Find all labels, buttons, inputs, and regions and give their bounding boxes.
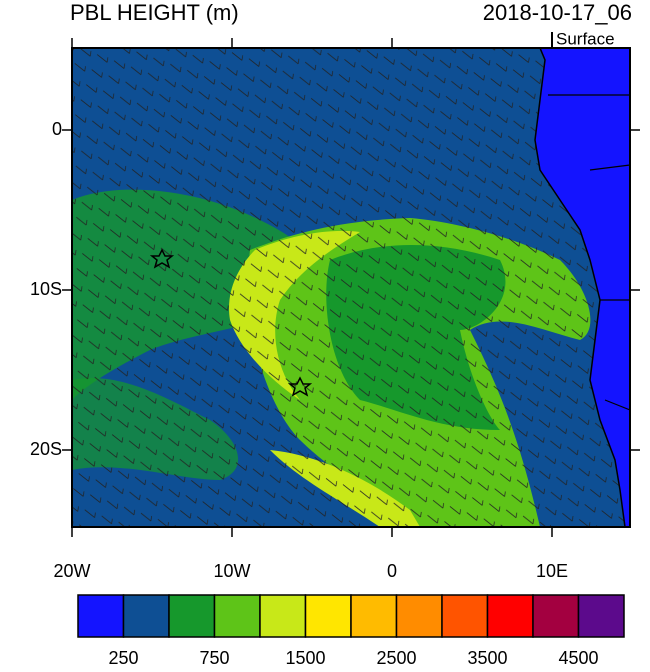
lon-label: 10E [536,561,568,581]
star-marker [287,376,313,397]
date: 2018-10-17_06 [483,0,632,25]
map-field [72,48,630,527]
colorbar-box [441,594,489,638]
colorbar-box [213,594,261,638]
colorbar-label: 250 [108,648,138,667]
colorbar-label: 4500 [558,648,598,667]
lon-label: 10W [213,561,250,581]
colorbar-box [168,594,216,638]
borders [548,94,630,411]
colorbar-label: 3500 [467,648,507,667]
colorbar-box [304,594,352,638]
title: PBL HEIGHT (m) [70,0,239,25]
lat-label: 20S [30,439,62,459]
level-label: Surface [556,29,615,48]
lat-label: 10S [30,279,62,299]
colorbar-box [122,594,170,638]
colorbar-box [577,594,625,638]
colorbar-box [395,594,443,638]
colorbar-label: 2500 [376,648,416,667]
colorbar-box [77,594,125,638]
colorbar-box [350,594,398,638]
colorbar-box [532,594,580,638]
colorbar-box [486,594,534,638]
lon-label: 0 [387,561,397,581]
colorbar-label: 750 [199,648,229,667]
map-frame [71,47,631,528]
colorbar-label: 1500 [285,648,325,667]
colorbar-box [259,594,307,638]
star-marker [149,248,175,269]
lat-label: 0 [52,119,62,139]
lon-label: 20W [53,561,90,581]
